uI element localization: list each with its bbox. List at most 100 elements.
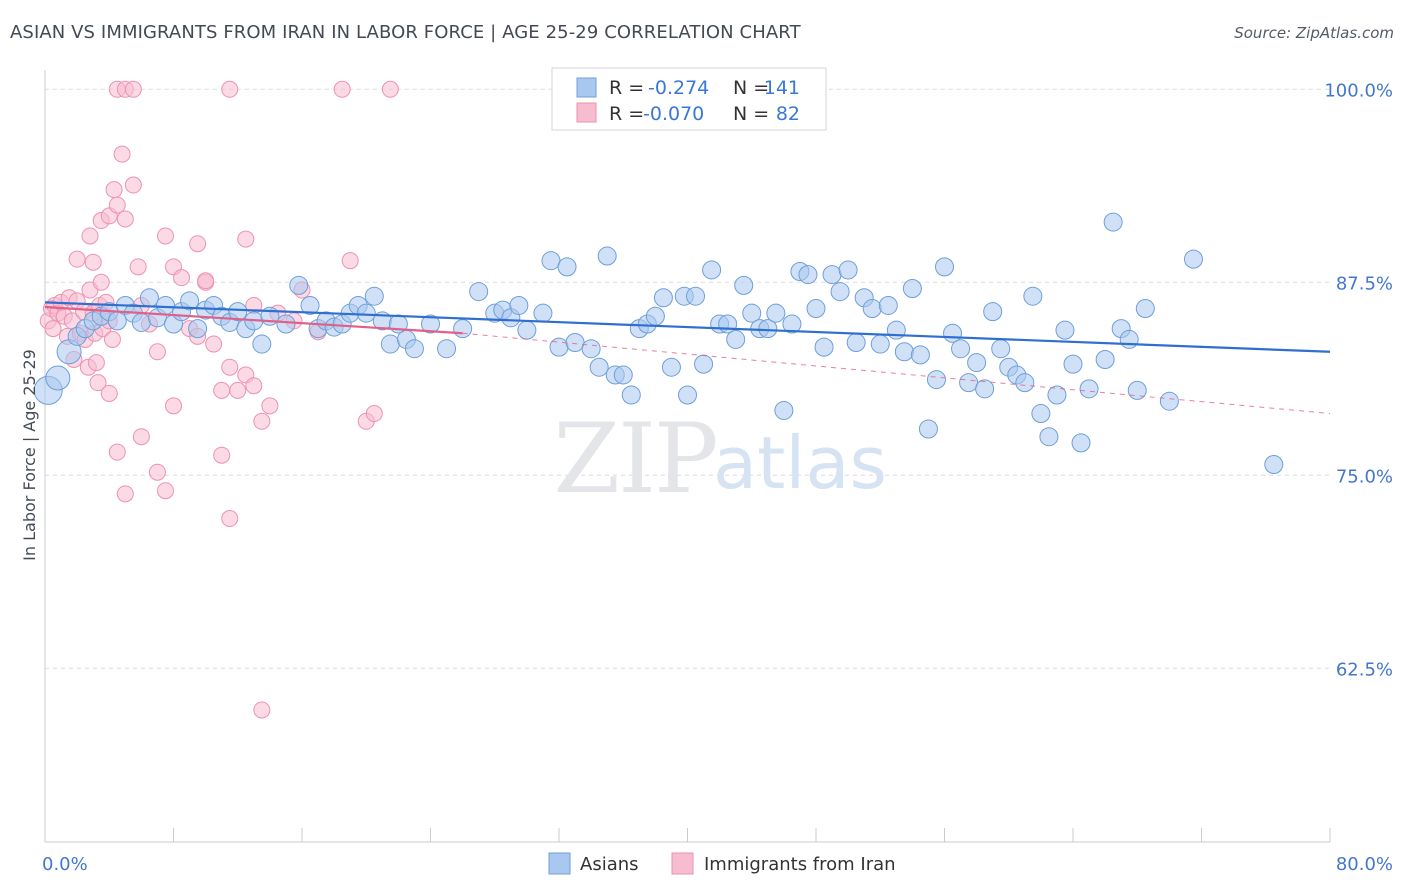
asians-point: [1264, 454, 1284, 474]
iran-point: [221, 358, 239, 376]
asians-point: [983, 302, 1003, 322]
asians-point: [1023, 286, 1043, 306]
stats-n-value-asians: 141: [764, 77, 800, 99]
axes-layer: [44, 70, 1331, 843]
iran-point: [68, 250, 86, 268]
iran-point: [116, 210, 134, 228]
asians-point: [991, 339, 1011, 359]
iran-point: [245, 377, 263, 395]
iran-point: [221, 80, 239, 98]
asians-point: [894, 342, 914, 362]
asians-point: [188, 319, 208, 339]
tick-labels: 100.0% 87.5% 75.0% 62.5% 0.0% 80.0%: [42, 80, 1393, 875]
asians-point: [541, 251, 561, 271]
y-tick-label-3: 62.5%: [1336, 659, 1393, 680]
iran-point: [381, 80, 399, 98]
iran-point: [156, 227, 174, 245]
iran-point: [113, 145, 131, 163]
iran-point: [253, 701, 271, 719]
asians-point: [830, 282, 850, 302]
chart-title: ASIAN VS IMMIGRANTS FROM IRAN IN LABOR F…: [10, 22, 801, 43]
asians-point: [918, 419, 938, 439]
legend: Asians Immigrants from Iran: [548, 852, 896, 875]
asians-point: [364, 286, 384, 306]
asians-point: [557, 257, 577, 277]
asians-point: [437, 339, 457, 359]
iran-point: [156, 482, 174, 500]
asians-point: [139, 288, 159, 308]
stats-r-value-asians: -0.274: [648, 77, 709, 99]
asians-point: [935, 257, 954, 277]
iran-point: [205, 335, 223, 353]
iran-point: [221, 510, 239, 528]
asians-point: [517, 320, 537, 340]
asians-point: [131, 312, 151, 332]
iran-point: [108, 443, 126, 461]
asians-point: [1031, 404, 1051, 424]
asians-point: [806, 299, 826, 319]
iran-point: [365, 405, 383, 423]
iran-point: [116, 485, 134, 503]
asians-point: [1055, 320, 1075, 340]
iran-point: [148, 463, 166, 481]
asians-point: [621, 385, 641, 405]
asians-point: [902, 278, 922, 298]
asians-point: [549, 337, 569, 357]
watermark-atlas: atlas: [713, 421, 887, 505]
asians-point: [975, 379, 995, 399]
asians-point: [228, 302, 248, 322]
asians-point: [910, 345, 930, 365]
asians-point: [252, 334, 272, 354]
asians-point: [686, 286, 706, 306]
asians-point: [155, 295, 175, 315]
y-tick-label-1: 87.5%: [1336, 273, 1393, 294]
asians-trend-line: [44, 301, 1331, 353]
iran-point: [197, 272, 215, 290]
stats-r-value-iran: -0.070: [643, 103, 704, 125]
iran-point: [253, 412, 271, 430]
iran-point: [103, 330, 121, 348]
iran-point: [132, 428, 150, 446]
asians-point: [886, 320, 906, 340]
iran-point: [229, 381, 247, 399]
asians-point: [766, 303, 786, 323]
asians-point: [678, 385, 697, 405]
asians-point: [926, 370, 946, 390]
iran-point: [213, 381, 231, 399]
asians-point: [798, 265, 818, 285]
asians-point: [1103, 212, 1123, 232]
legend-label-iran: Immigrants from Iran: [704, 854, 896, 875]
iran-point: [129, 258, 147, 276]
stats-n-label-iran: N =: [733, 103, 769, 125]
asians-point: [300, 295, 320, 315]
asians-point: [276, 314, 296, 334]
watermark-zip: ZIP: [553, 403, 716, 515]
source-credit: Source: ZipAtlas.com: [1234, 24, 1394, 42]
asians-point: [1159, 391, 1179, 411]
asians-point: [45, 365, 71, 391]
iran-point: [124, 80, 142, 98]
asians-point: [469, 282, 489, 302]
asians-point: [1015, 373, 1035, 393]
asians-point: [1071, 433, 1091, 453]
asians-point: [846, 333, 866, 353]
y-tick-label-2: 75.0%: [1336, 466, 1393, 487]
iran-point: [124, 176, 142, 194]
asians-point: [645, 306, 665, 326]
asians-point: [862, 299, 882, 319]
asians-point: [1047, 385, 1067, 405]
asians-point: [509, 295, 529, 315]
asians-point: [870, 334, 890, 354]
iran-point: [148, 343, 166, 361]
asians-point: [380, 334, 400, 354]
asians-point: [774, 400, 794, 420]
trend-lines: [44, 301, 1331, 415]
iran-point: [100, 384, 118, 402]
asians-point: [878, 295, 898, 315]
x-tick-label-1: 80.0%: [1336, 854, 1393, 875]
asians-point: [421, 314, 440, 334]
iran-point: [89, 374, 107, 392]
iran-point: [44, 320, 62, 338]
asians-point: [959, 373, 979, 393]
